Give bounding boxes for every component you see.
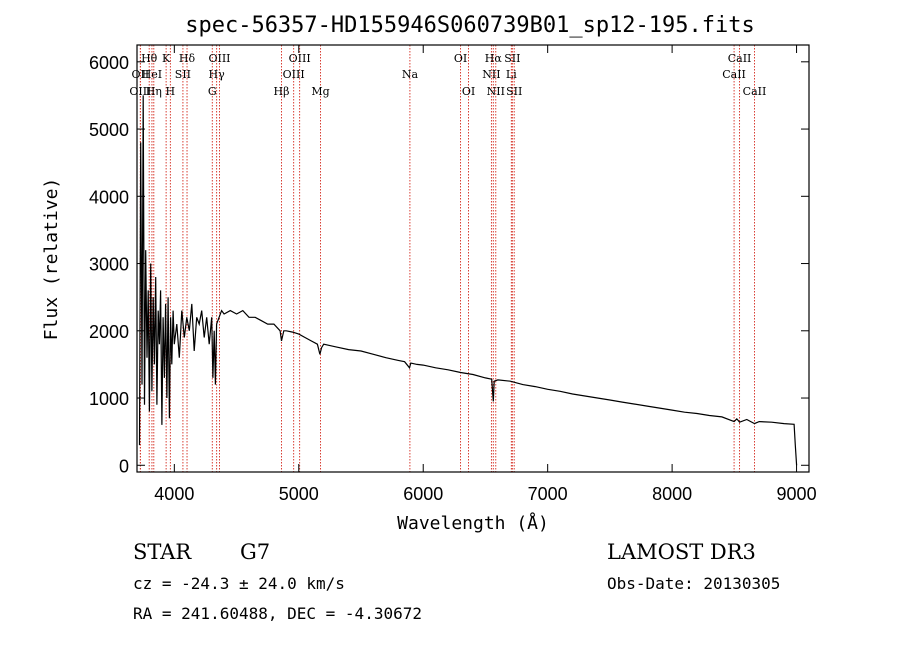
spectral-line-label: OII — [132, 68, 150, 81]
spectral-line-label: OIII — [289, 52, 311, 65]
spectral-line-label: CaII — [722, 68, 746, 81]
spectral-line-label: Na — [402, 68, 419, 81]
x-tick-label: 4000 — [154, 484, 194, 504]
spectral-line-label: HeI — [142, 68, 162, 81]
obs-date: Obs-Date: 20130305 — [607, 574, 780, 593]
spectral-line-label: Hδ — [179, 52, 196, 65]
x-axis-label: Wavelength (Å) — [397, 512, 549, 534]
coordinates: RA = 241.60488, DEC = -4.30672 — [133, 604, 422, 623]
y-tick-label: 3000 — [89, 255, 129, 275]
spectral-line-label: Hθ — [141, 52, 158, 65]
spectral-line-label: Hγ — [209, 68, 226, 81]
spectral-line-labels: OII OIII Hθ HeI Hη K H SII Hδ OIII Hγ G Hβ OIII OIII Mg… — [129, 52, 766, 98]
spectral-line-label: Li — [506, 68, 517, 81]
x-tick-label: 5000 — [279, 484, 319, 504]
spectral-line-markers — [139, 45, 755, 472]
spectral-line-label: SII — [175, 68, 191, 81]
spectral-line-label: OI — [454, 52, 467, 65]
y-tick-label: 0 — [119, 456, 129, 476]
y-tick-label: 2000 — [89, 322, 129, 342]
y-axis-label: Flux (relative) — [41, 178, 62, 341]
x-tick-label: 6000 — [403, 484, 443, 504]
spectral-line-label: OIII — [208, 52, 230, 65]
spectral-line-label: Mg — [311, 85, 329, 98]
survey-name: LAMOST DR3 — [607, 540, 756, 564]
y-tick-label: 5000 — [89, 120, 129, 140]
chart-title: spec-56357-HD155946S060739B01_sp12-195.f… — [185, 13, 755, 38]
spectral-line-label: Hβ — [274, 85, 290, 98]
x-tick-label: 9000 — [777, 484, 817, 504]
x-tick-label: 7000 — [528, 484, 568, 504]
spectral-line-label: NII — [482, 68, 500, 81]
y-tick-label: 4000 — [89, 187, 129, 207]
y-tick-label: 1000 — [89, 389, 129, 409]
object-type: STAR — [133, 540, 192, 564]
spectral-line-label: SII — [506, 85, 522, 98]
x-tick-label: 8000 — [652, 484, 692, 504]
spectral-line-label: K — [162, 52, 171, 65]
y-axis-ticks: 0 1000 2000 3000 4000 5000 6000 — [89, 53, 809, 476]
spectral-line-label: CaII — [743, 85, 767, 98]
subclass: G7 — [240, 540, 270, 564]
spectral-line-label: NII — [487, 85, 505, 98]
spectral-line-label: OI — [462, 85, 475, 98]
spectral-line-label: OIII — [283, 68, 305, 81]
spectral-line-label: G — [208, 85, 217, 98]
spectral-line-label: Hα — [485, 52, 503, 65]
spectral-line-label: H — [166, 85, 176, 98]
redshift-cz: cz = -24.3 ± 24.0 km/s — [133, 574, 345, 593]
y-tick-label: 6000 — [89, 53, 129, 73]
plot-frame — [136, 44, 810, 473]
spectral-line-label: OIII — [129, 85, 151, 98]
spectral-line-label: CaII — [728, 52, 752, 65]
x-axis-ticks: 4000 5000 6000 7000 8000 9000 — [154, 45, 817, 504]
spectral-line-label: Hη — [146, 85, 162, 98]
spectral-line-label: SII — [504, 52, 520, 65]
spectrum-series — [138, 95, 798, 466]
